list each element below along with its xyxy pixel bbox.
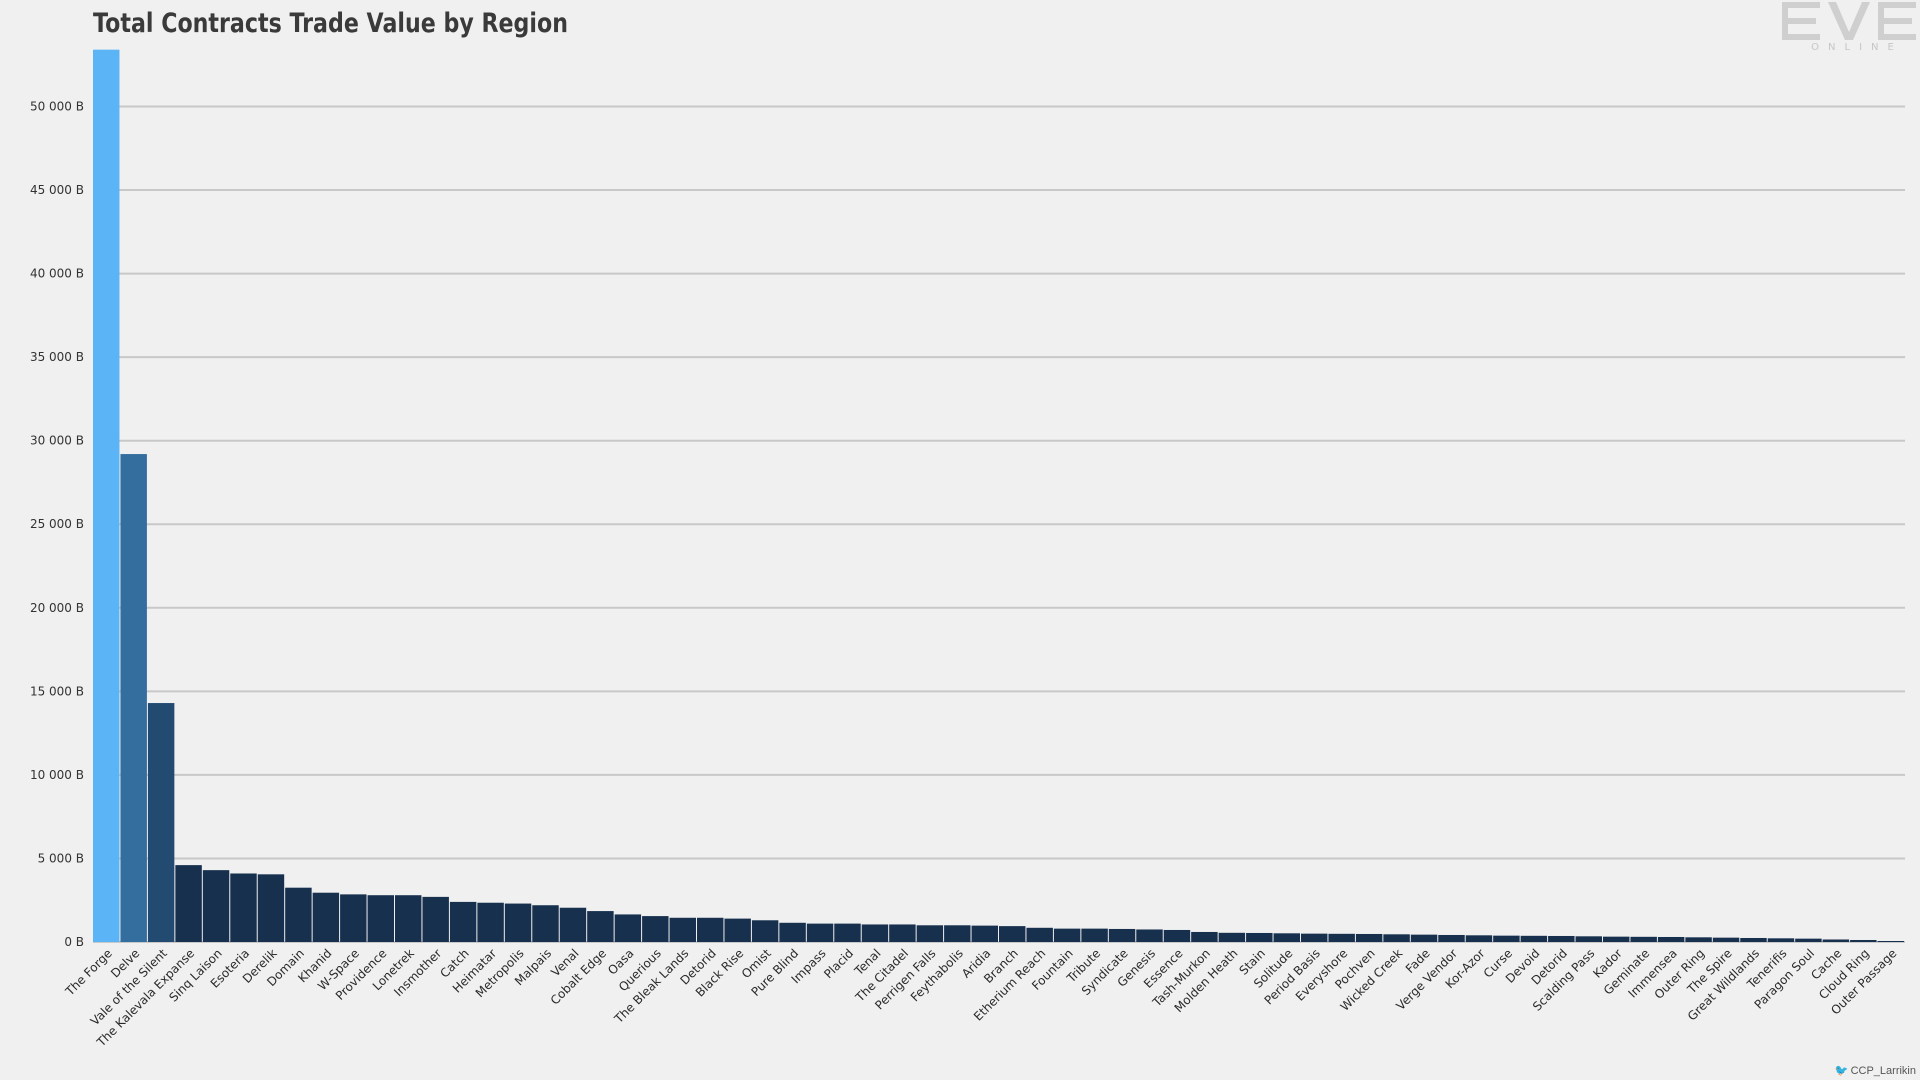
bar: [724, 918, 751, 942]
bar: [175, 865, 202, 942]
gridlines: [93, 105, 1905, 943]
bar: [1877, 940, 1904, 942]
bar: [147, 703, 175, 942]
bar: [395, 895, 422, 942]
bar: [312, 892, 340, 942]
bar: [669, 917, 696, 942]
bar: [1108, 928, 1136, 942]
bar: [367, 895, 394, 942]
bar: [1657, 936, 1685, 942]
bar: [916, 925, 944, 942]
y-tick-label: 25 000 B: [30, 517, 84, 531]
y-tick-label: 35 000 B: [30, 350, 84, 364]
bar: [1383, 934, 1410, 942]
bar: [1438, 934, 1465, 942]
bar: [806, 923, 834, 942]
bar: [1850, 939, 1877, 942]
y-tick-label: 15 000 B: [30, 684, 84, 698]
y-tick-label: 0 B: [64, 935, 84, 949]
bar: [1301, 933, 1328, 942]
bar: [1246, 932, 1273, 942]
bar: [340, 894, 367, 942]
bar: [587, 911, 614, 942]
bar: [1712, 937, 1740, 942]
logo-subtext: ONLINE: [1811, 42, 1903, 53]
twitter-bird-icon: 🐦: [1834, 1065, 1849, 1077]
bar: [999, 926, 1026, 942]
bar: [532, 905, 559, 942]
x-tick-label: Placid: [821, 946, 856, 981]
bar: [504, 903, 532, 942]
bar: [1191, 931, 1218, 942]
bar: [1026, 927, 1053, 942]
bar: [614, 914, 642, 942]
bar: [751, 920, 779, 942]
bar: [230, 873, 257, 942]
chart-title: Total Contracts Trade Value by Region: [93, 8, 568, 39]
bar: [1163, 929, 1191, 942]
y-axis-ticks: 0 B 5 000 B 10 000 B 15 000 B 20 000 B 25 000…: [30, 99, 84, 949]
bar: [1630, 936, 1657, 942]
bar: [1795, 938, 1822, 942]
bar: [971, 925, 998, 942]
bar: [449, 901, 477, 942]
bar: [120, 454, 147, 942]
bar: [1767, 938, 1795, 942]
bar: [697, 917, 724, 942]
bar: [1328, 933, 1355, 942]
bar: [642, 916, 669, 942]
bar: [1548, 935, 1575, 942]
credit-handle: CCP_Larrikin: [1850, 1065, 1916, 1077]
bar: [1053, 928, 1081, 942]
bar: [834, 923, 861, 942]
bar: [1410, 934, 1438, 942]
bar: [1685, 937, 1712, 942]
bar: [1081, 928, 1108, 942]
y-tick-label: 40 000 B: [30, 267, 84, 281]
bar: [1136, 929, 1163, 942]
bar: [944, 925, 971, 942]
bar: [889, 924, 916, 942]
y-tick-label: 20 000 B: [30, 601, 84, 615]
bar: [779, 922, 806, 942]
bar: [202, 870, 230, 942]
y-tick-label: 10 000 B: [30, 768, 84, 782]
bars: [93, 49, 1904, 943]
bar: [1273, 933, 1300, 942]
bar: [1575, 936, 1602, 942]
bar: [1465, 935, 1493, 942]
bar: [861, 924, 889, 942]
y-tick-label: 50 000 B: [30, 99, 84, 113]
bar: [559, 907, 587, 942]
bar: [285, 887, 312, 942]
bar: [1740, 937, 1767, 942]
bar: [1520, 935, 1548, 942]
y-tick-label: 5 000 B: [38, 851, 84, 865]
y-tick-label: 45 000 B: [30, 183, 84, 197]
bar: [1218, 932, 1246, 942]
bar: [1822, 939, 1850, 942]
bar: [1603, 936, 1630, 942]
eve-online-logo: [1782, 2, 1916, 40]
bar: [1493, 935, 1520, 942]
y-tick-label: 30 000 B: [30, 434, 84, 448]
bar: [477, 902, 504, 942]
bar: [422, 896, 449, 942]
credit: 🐦 CCP_Larrikin: [1835, 1064, 1916, 1077]
bar: [1355, 933, 1383, 942]
bar: [257, 874, 285, 942]
bar: [93, 49, 120, 943]
x-tick-label: The Forge: [62, 946, 115, 999]
